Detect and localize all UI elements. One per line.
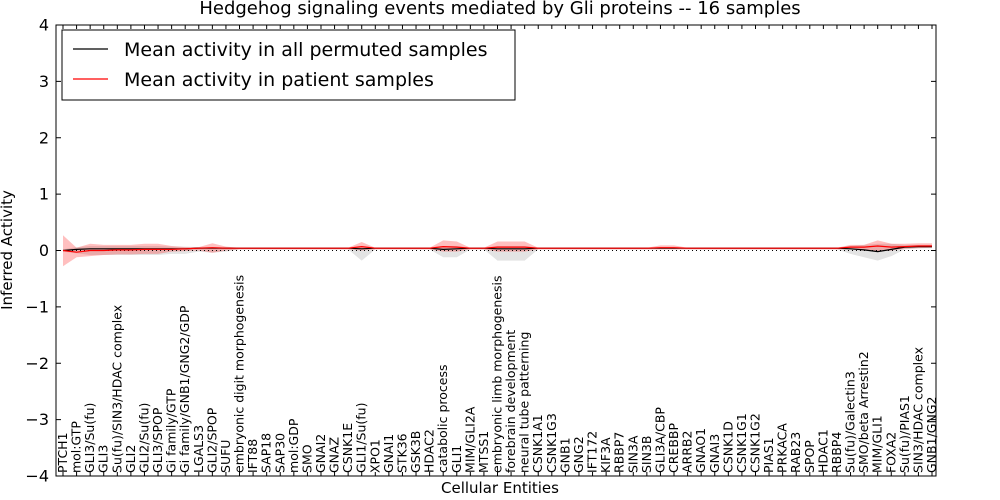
category-label: GLI3A/CBP: [652, 407, 667, 473]
category-label: embryonic limb morphogenesis: [490, 276, 505, 473]
category-label: STK36: [395, 433, 410, 473]
category-label: GNAI2: [313, 434, 328, 473]
category-label: FOXA2: [883, 432, 898, 473]
category-label: CREBBP: [666, 423, 681, 473]
category-label: mol:GDP: [286, 418, 301, 473]
category-label: CSNK1A1: [530, 414, 545, 473]
category-label: CSNK1E: [340, 423, 355, 473]
category-label: Su(fu)/SIN3/HDAC complex: [109, 305, 124, 473]
x-axis: [62, 25, 933, 476]
category-label: RBBP4: [829, 432, 844, 473]
y-tick-label: 2: [39, 128, 49, 147]
category-label: SUFU: [218, 440, 233, 473]
category-label: LGALS3: [191, 425, 206, 473]
category-label: SMO: [299, 444, 314, 473]
category-label: GLI1/Su(fu): [354, 403, 369, 473]
legend-box: [61, 29, 516, 101]
category-label: GLI2: [123, 445, 138, 473]
category-label: GSK3B: [408, 431, 423, 473]
category-label: KIF3A: [598, 437, 613, 473]
y-axis-label: Inferred Activity: [0, 190, 16, 310]
category-label: MIM/GLI2A: [462, 406, 477, 473]
category-label: Su(fu)/PIAS1: [897, 395, 912, 473]
category-label: GLI2/SPOP: [204, 407, 219, 473]
category-label: MTSS1: [476, 431, 491, 473]
category-label: GNAZ: [327, 437, 342, 473]
category-label: PIAS1: [761, 437, 776, 473]
category-label: MIM/GLI1: [870, 415, 885, 473]
category-label: mol:GTP: [69, 421, 84, 473]
category-label: SIN3A: [625, 435, 640, 473]
legend-label-permuted: Mean activity in all permuted samples: [124, 39, 487, 61]
category-label: Gi family/GTP: [164, 388, 179, 473]
category-label: CSNK1D: [720, 421, 735, 473]
category-label: GLI3: [96, 445, 111, 473]
series-line-patient: [62, 245, 932, 253]
y-tick-label: −4: [25, 467, 49, 486]
category-label: GNAI1: [381, 434, 396, 473]
category-label: GNG2: [571, 436, 586, 473]
y-tick-label: 4: [39, 16, 49, 35]
y-axis: −4 −3 −2 −1 0 1 2 3 4: [25, 16, 936, 486]
category-label: ARRB2: [680, 431, 695, 473]
category-label: GNAO1: [693, 428, 708, 473]
category-label: GNAI3: [707, 434, 722, 473]
category-label: SIN3B: [639, 436, 654, 474]
category-label: GLI3/Su(fu): [82, 403, 97, 473]
legend: Mean activity in all permuted samples Me…: [61, 29, 516, 101]
y-tick-label: −2: [25, 354, 49, 373]
category-label: GLI2/Su(fu): [137, 403, 152, 473]
category-label: GLI3/SPOP: [150, 407, 165, 473]
category-label: embryonic digit morphogenesis: [232, 275, 247, 473]
category-labels: PTCH1mol:GTPGLI3/Su(fu)GLI3Su(fu)/SIN3/H…: [55, 275, 939, 473]
category-label: GNB1: [557, 437, 572, 473]
category-label: CSNK1G1: [734, 413, 749, 473]
category-label: XPO1: [367, 439, 382, 473]
category-label: PTCH1: [55, 432, 70, 473]
category-label: neural tube patterning: [517, 332, 532, 473]
series-lines: [62, 245, 932, 253]
category-label: GLI1: [449, 445, 464, 473]
y-tick-label: −3: [25, 410, 49, 429]
category-label: SAP18: [259, 433, 274, 473]
category-label: forebrain development: [503, 330, 518, 473]
category-label: CSNK1G2: [748, 413, 763, 473]
category-label: SAP30: [272, 433, 287, 473]
category-label: SMO/beta Arrestin2: [856, 351, 871, 473]
category-label: CSNK1G3: [544, 413, 559, 473]
y-tick-label: 3: [39, 72, 49, 91]
y-tick-label: −1: [25, 297, 49, 316]
category-label: IFT172: [585, 431, 600, 473]
category-label: catabolic process: [435, 364, 450, 473]
category-label: HDAC1: [815, 429, 830, 473]
category-label: Gi family/GNB1/GNG2/GDP: [177, 305, 192, 473]
category-label: RAB23: [788, 432, 803, 473]
category-label: SIN3/HDAC complex: [910, 347, 925, 473]
category-label: SPOP: [802, 440, 817, 473]
y-tick-label: 0: [39, 241, 49, 260]
legend-label-patient: Mean activity in patient samples: [124, 69, 434, 91]
category-label: Su(fu)/Galectin3: [843, 371, 858, 473]
x-axis-label: Cellular Entities: [441, 479, 559, 497]
y-tick-label: 1: [39, 185, 49, 204]
chart-title: Hedgehog signaling events mediated by Gl…: [199, 0, 800, 19]
category-label: GNB1/GNG2: [924, 397, 939, 473]
category-label: IFT88: [245, 439, 260, 473]
category-label: HDAC2: [422, 429, 437, 473]
category-label: RBBP7: [612, 432, 627, 473]
category-label: PRKACA: [775, 423, 790, 473]
band-patient: [63, 235, 932, 267]
